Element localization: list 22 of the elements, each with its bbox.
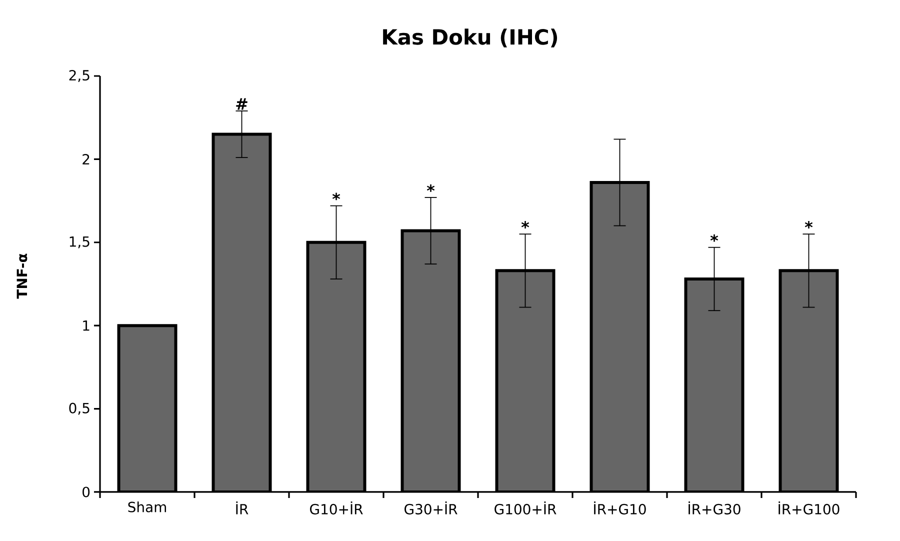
- y-tick-label: 1: [83, 320, 90, 331]
- annotation: *: [332, 192, 340, 200]
- x-tick-label: G30+İR: [404, 501, 458, 514]
- y-tick-label: 2,5: [69, 70, 90, 82]
- x-tick-label: İR+G100: [778, 501, 840, 514]
- y-tick-label: 2: [82, 154, 90, 164]
- annotation: *: [804, 221, 813, 228]
- chart-title: Kas Doku (IHC): [383, 28, 558, 48]
- annotation: *: [710, 234, 718, 242]
- x-tick-label: İR: [236, 501, 248, 514]
- annotation: *: [426, 184, 435, 192]
- y-tick-label: 0: [82, 486, 90, 498]
- x-tick-label: İR+G30: [688, 501, 740, 514]
- annotation: #: [236, 98, 248, 110]
- x-tick-label: G100+İR: [494, 501, 556, 514]
- x-tick-label: Sham: [128, 502, 166, 512]
- annotation: *: [521, 221, 530, 228]
- y-axis-title: TNF-α: [16, 254, 28, 299]
- x-tick-label: G10+İR: [310, 501, 363, 514]
- y-tick-label: 1,5: [70, 236, 90, 248]
- x-tick-label: İR+G10: [594, 501, 646, 514]
- y-tick-label: 0,5: [69, 402, 90, 415]
